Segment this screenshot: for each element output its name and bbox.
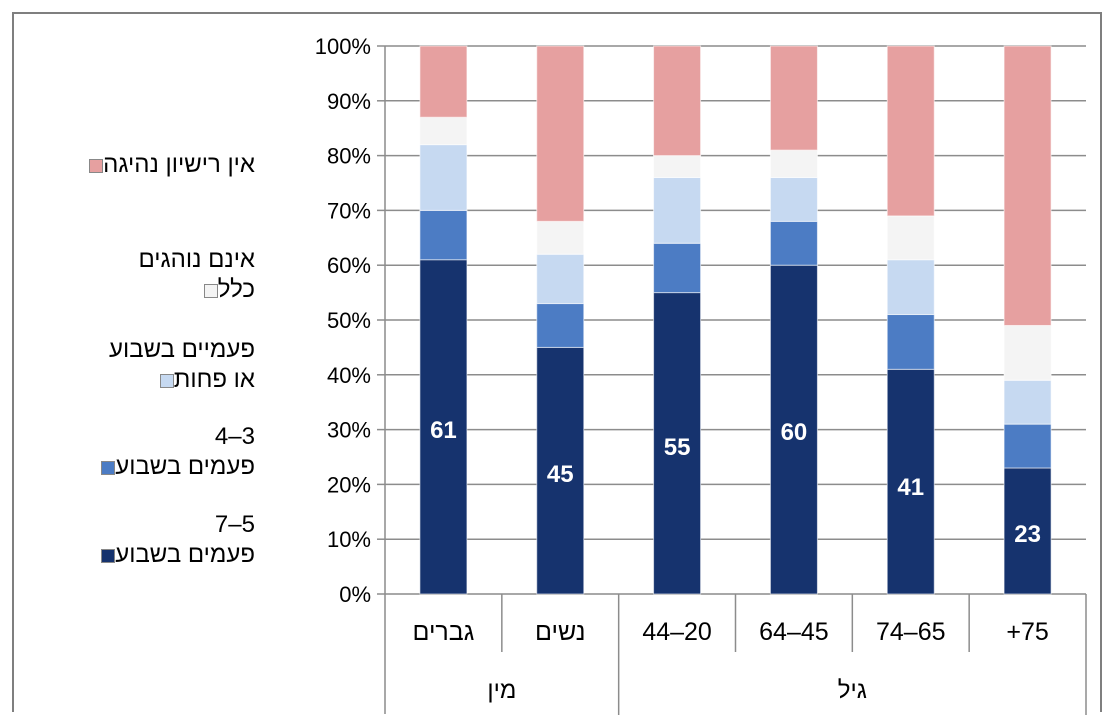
x-tick-label: נשים: [535, 618, 585, 646]
legend-swatch: [203, 283, 218, 298]
data-label: 55: [664, 434, 691, 461]
legend-label: אין רישיון נהיגה: [103, 151, 255, 178]
bar-segment-shade: [419, 116, 468, 146]
x-tick-label: +75: [1006, 618, 1048, 646]
y-tick-label: 60%: [327, 253, 371, 278]
bar-segment-shade: [1003, 423, 1052, 469]
bar-segment-shade: [886, 45, 935, 217]
bar-segment-shade: [886, 259, 935, 316]
legend-swatch: [89, 158, 104, 173]
bar-segment-shade: [653, 155, 702, 179]
legend-item: אינם נוהגים כלל: [40, 245, 255, 305]
bar-segment-shade: [769, 220, 818, 266]
bar-segment-shade: [419, 259, 468, 595]
legend-item: פעמיים בשבוע או פחות: [40, 335, 255, 395]
bar-segment-shade: [536, 253, 585, 305]
y-tick-label: 10%: [327, 527, 371, 552]
y-tick-label: 20%: [327, 472, 371, 497]
y-tick-label: 50%: [327, 308, 371, 333]
x-tick-label: 44–20: [642, 618, 712, 646]
x-tick-label: גברים: [412, 618, 474, 646]
legend-item: 3–4 פעמים בשבוע: [40, 422, 255, 482]
legend-item: אין רישיון נהיגה: [40, 150, 255, 180]
bar-segment-shade: [536, 346, 585, 595]
bar-segment-shade: [419, 45, 468, 118]
bar-segment-shade: [536, 220, 585, 255]
y-tick-label: 0%: [339, 582, 371, 607]
bar-segment-shade: [769, 177, 818, 222]
data-label: 41: [897, 474, 924, 501]
bar-segment-shade: [653, 242, 702, 294]
data-label: 23: [1014, 521, 1041, 548]
x-tick-label: 74–65: [876, 618, 946, 646]
bar-segment-shade: [1003, 379, 1052, 425]
y-tick-label: 70%: [327, 198, 371, 223]
legend-label: אינם נוהגים כלל: [138, 246, 255, 303]
y-tick-label: 100%: [315, 34, 371, 59]
bar-segment-shade: [419, 209, 468, 261]
bar-segment-shade: [1003, 467, 1052, 595]
legend-label: 5–7 פעמים בשבוע: [115, 511, 255, 568]
y-tick-label: 30%: [327, 418, 371, 443]
bar-segment-shade: [886, 314, 935, 370]
bar-segment-shade: [536, 45, 585, 222]
bar-segment-shade: [536, 303, 585, 348]
bar-segment-shade: [653, 292, 702, 595]
bar-segment-shade: [1003, 45, 1052, 326]
bar-segment-shade: [653, 177, 702, 244]
chart-frame: [12, 12, 1102, 712]
bar-segment-shade: [886, 368, 935, 595]
group-label: מין: [487, 677, 516, 704]
bar-segment-shade: [653, 45, 702, 157]
legend-item: 5–7 פעמים בשבוע: [40, 510, 255, 570]
bar-segment-shade: [769, 149, 818, 179]
data-label: 45: [547, 461, 574, 488]
bar-segment-shade: [419, 144, 468, 211]
bar-segment-shade: [1003, 324, 1052, 381]
data-label: 60: [781, 419, 808, 446]
y-tick-label: 80%: [327, 144, 371, 169]
legend-swatch: [159, 373, 174, 388]
y-tick-label: 40%: [327, 363, 371, 388]
x-tick-label: 64–45: [759, 618, 829, 646]
data-label: 61: [430, 417, 457, 444]
bar-segment-shade: [769, 45, 818, 151]
legend-swatch: [101, 460, 116, 475]
y-tick-label: 90%: [327, 89, 371, 114]
bar-segment-shade: [886, 215, 935, 261]
legend-swatch: [101, 548, 116, 563]
legend-label: 3–4 פעמים בשבוע: [115, 423, 255, 480]
legend-label: פעמיים בשבוע או פחות: [109, 336, 255, 393]
group-label: גיל: [838, 677, 867, 704]
